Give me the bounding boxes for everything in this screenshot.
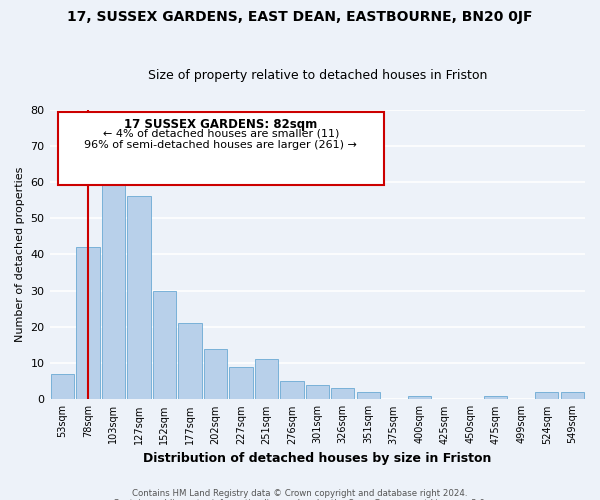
Bar xyxy=(101,171,125,400)
Bar xyxy=(331,388,355,400)
Bar xyxy=(127,196,151,400)
Text: Contains public sector information licensed under the Open Government Licence v3: Contains public sector information licen… xyxy=(113,498,487,500)
Bar xyxy=(76,247,100,400)
Bar xyxy=(484,396,508,400)
Bar xyxy=(280,381,304,400)
Text: 17, SUSSEX GARDENS, EAST DEAN, EASTBOURNE, BN20 0JF: 17, SUSSEX GARDENS, EAST DEAN, EASTBOURN… xyxy=(67,10,533,24)
Bar xyxy=(152,290,176,400)
Bar xyxy=(203,348,227,400)
Text: 96% of semi-detached houses are larger (261) →: 96% of semi-detached houses are larger (… xyxy=(85,140,358,150)
Text: 17 SUSSEX GARDENS: 82sqm: 17 SUSSEX GARDENS: 82sqm xyxy=(124,118,317,130)
Bar xyxy=(560,392,584,400)
FancyBboxPatch shape xyxy=(58,112,384,185)
Bar xyxy=(178,323,202,400)
Y-axis label: Number of detached properties: Number of detached properties xyxy=(15,166,25,342)
Bar xyxy=(305,385,329,400)
Bar xyxy=(229,366,253,400)
Bar xyxy=(407,396,431,400)
X-axis label: Distribution of detached houses by size in Friston: Distribution of detached houses by size … xyxy=(143,452,491,465)
Bar xyxy=(356,392,380,400)
Title: Size of property relative to detached houses in Friston: Size of property relative to detached ho… xyxy=(148,69,487,82)
Text: Contains HM Land Registry data © Crown copyright and database right 2024.: Contains HM Land Registry data © Crown c… xyxy=(132,488,468,498)
Bar xyxy=(535,392,559,400)
Bar xyxy=(254,360,278,400)
Text: ← 4% of detached houses are smaller (11): ← 4% of detached houses are smaller (11) xyxy=(103,128,339,138)
Bar xyxy=(50,374,74,400)
